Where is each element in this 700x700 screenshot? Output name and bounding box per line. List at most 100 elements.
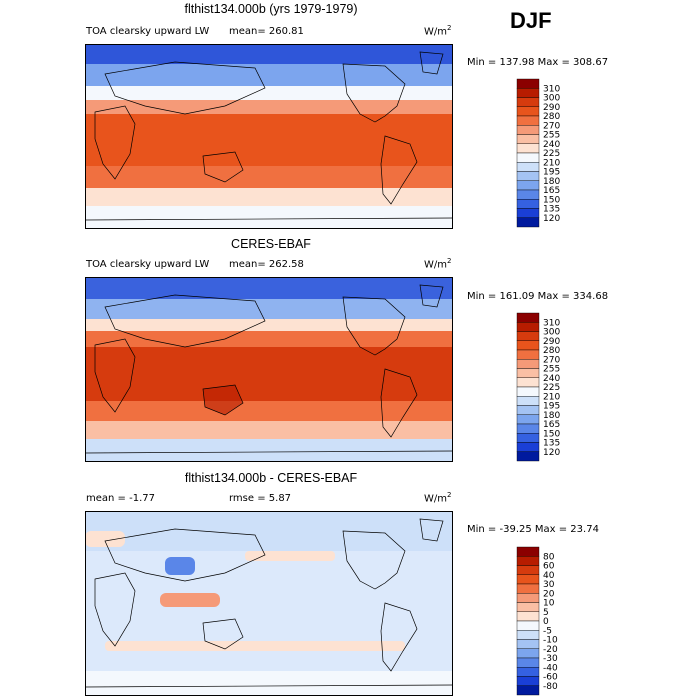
panel2-coast-south-america (380, 368, 418, 438)
panel3-coast-eurasia (104, 528, 266, 582)
panel2-coast-antarctica (85, 450, 453, 454)
panel3-coast-australia (202, 618, 244, 650)
panel2-minmax: Min = 161.09 Max = 334.68 (467, 291, 609, 302)
panel1-band-antarctic (85, 206, 453, 229)
colorbar-tick-label: 255 (543, 131, 560, 141)
colorbar-tick-label: 280 (543, 112, 560, 122)
panel2-coast-eurasia (104, 294, 266, 348)
colorbar-box (516, 143, 540, 154)
panel2-band-north-mid (85, 319, 453, 331)
panel2-title: CERES-EBAF (231, 237, 311, 251)
colorbar-tick-label: -80 (543, 682, 558, 692)
colorbar-box (516, 546, 540, 557)
panel3-blob-maritime-continent (160, 593, 220, 607)
panel1-band-south-mid (85, 166, 453, 188)
season-label: DJF (510, 8, 552, 33)
colorbar-box (516, 368, 540, 378)
colorbar-box (516, 152, 540, 163)
colorbar-tick-label: 255 (543, 365, 560, 375)
colorbar-tick-label: 300 (543, 94, 560, 104)
panel1-coast-africa (94, 105, 136, 180)
colorbar-box (516, 676, 540, 686)
panel2-band-north-high (85, 299, 453, 319)
colorbar-box (516, 414, 540, 425)
colorbar-box (516, 199, 540, 209)
colorbar-tick-label: 240 (543, 374, 560, 384)
panel2-band-arctic (85, 277, 453, 299)
colorbar-box (516, 78, 540, 89)
colorbar-tick-label: 195 (543, 168, 560, 178)
colorbar-box (516, 217, 540, 228)
colorbar-tick-label: 300 (543, 328, 560, 338)
colorbar-tick-label: 30 (543, 580, 555, 590)
colorbar-box (516, 657, 540, 668)
colorbar-box (516, 312, 540, 323)
colorbar-tick-label: 225 (543, 149, 560, 159)
panel3-coast-antarctica (85, 684, 453, 688)
colorbar-box (516, 685, 540, 696)
panel2-mean-label: mean= 262.58 (229, 259, 304, 270)
colorbar-box (516, 396, 540, 406)
colorbar-tick-label: 290 (543, 103, 560, 113)
colorbar-tick-label: 20 (543, 589, 555, 599)
panel3-rmse-label: rmse = 5.87 (229, 493, 292, 504)
panel3-blob-north-atlantic (85, 531, 125, 547)
colorbar-box (516, 359, 540, 369)
colorbar-box (516, 667, 540, 677)
panel2-units: W/m2 (424, 257, 452, 271)
colorbar-box (516, 639, 540, 649)
panel1-coast-eurasia (104, 61, 266, 115)
colorbar-box (516, 189, 540, 200)
panel1-coast-north-america (342, 63, 406, 123)
colorbar-tick-label: 270 (543, 121, 560, 131)
colorbar-tick-label: 310 (543, 84, 560, 94)
panel1-mean-label: mean= 260.81 (229, 26, 304, 37)
panel1-coast-south-america (380, 135, 418, 205)
panel1-band-north-high (85, 64, 453, 86)
colorbar-tick-label: 180 (543, 177, 560, 187)
panel2-coast-australia (202, 384, 244, 416)
panel3-title: flthist134.000b - CERES-EBAF (184, 471, 358, 485)
colorbar-box (516, 630, 540, 640)
panel1-band-tropics (85, 114, 453, 166)
colorbar-tick-label: 165 (543, 186, 560, 196)
panel2-map-frame (85, 277, 453, 462)
colorbar-box (516, 208, 540, 218)
colorbar-box (516, 574, 540, 585)
colorbar-box (516, 97, 540, 107)
colorbar-tick-label: 270 (543, 355, 560, 365)
colorbar-box (516, 171, 540, 181)
panel3-blob-pacific-warm (245, 551, 335, 561)
panel1-minmax: Min = 137.98 Max = 308.67 (467, 57, 609, 68)
panel2-coast-greenland (419, 284, 444, 308)
panel3-map-frame (85, 511, 453, 696)
colorbar-box (516, 405, 540, 415)
panel2-band-antarctic (85, 439, 453, 462)
panel3-blob-central-asia (165, 557, 195, 575)
panel1-band-south-high (85, 188, 453, 206)
colorbar-tick-label: 240 (543, 140, 560, 150)
colorbar-box (516, 433, 540, 443)
panel3-continents (85, 518, 453, 688)
panel2-band-subtropic-n (85, 331, 453, 347)
colorbar-tick-label: 40 (543, 571, 555, 581)
panel1-coast-australia (202, 151, 244, 183)
colorbar-tick-label: 120 (543, 214, 560, 224)
panel1-band-subtropic-n (85, 100, 453, 114)
colorbar-box (516, 593, 540, 603)
panel1-title: flthist134.000b (yrs 1979-1979) (184, 2, 358, 16)
panel1-variable-label: TOA clearsky upward LW (86, 26, 210, 37)
panel3-band-north (85, 511, 453, 551)
panel2-variable-label: TOA clearsky upward LW (86, 259, 210, 270)
panel2-band-south-high (85, 421, 453, 439)
colorbar-tick-label: 210 (543, 392, 560, 402)
colorbar-box (516, 583, 540, 594)
panel2-coast-africa (94, 338, 136, 413)
colorbar-tick-label: 195 (543, 402, 560, 412)
colorbar-tick-label: 60 (543, 562, 555, 572)
colorbar-tick-label: 80 (543, 552, 555, 562)
colorbar-box (516, 88, 540, 98)
colorbar-tick-label: 5 (543, 608, 549, 618)
colorbar-box (516, 349, 540, 360)
panel1-units: W/m2 (424, 24, 452, 38)
